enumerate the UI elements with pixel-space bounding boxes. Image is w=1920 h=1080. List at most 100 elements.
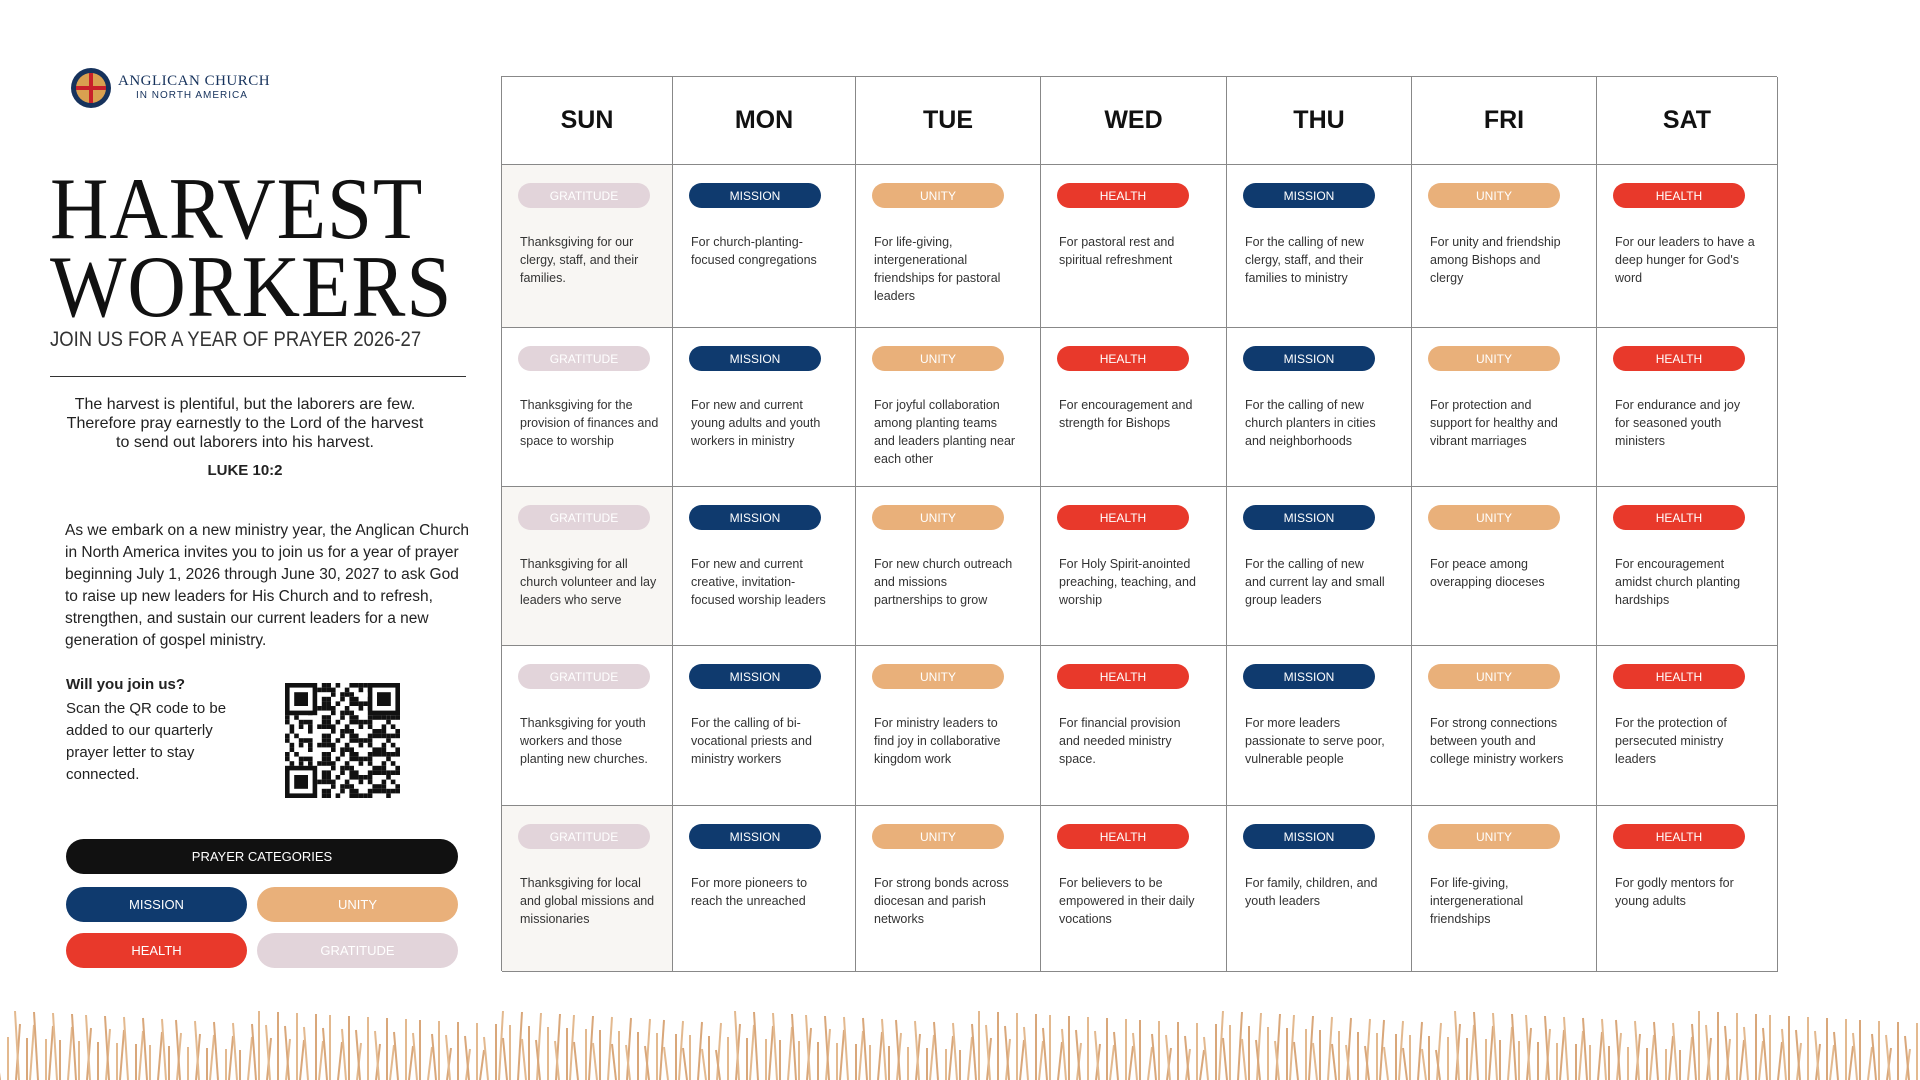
qr-module [354,793,359,798]
qr-module [372,770,377,775]
day-cell: GRATITUDE Thanksgiving for our clergy, st… [502,165,673,328]
day-cell: GRATITUDE Thanksgiving for youth workers … [502,646,673,806]
day-cell: HEALTH For our leaders to have a deep hun… [1597,165,1778,328]
prayer-text: For more leaders passionate to serve poo… [1245,716,1385,766]
qr-module [289,729,295,734]
wheat-stalk [1132,1032,1138,1080]
qr-module [326,719,331,725]
qr-module [344,784,350,789]
wheat-stalk [569,1014,575,1080]
wheat-stalk [1739,1039,1745,1080]
qr-module [349,719,354,725]
qr-module [367,793,373,798]
qr-module [285,738,290,743]
qr-module [321,715,327,720]
day-cell: UNITY For unity and friendship among Bish… [1412,165,1597,328]
wheat-stalk [1061,1028,1067,1080]
wheat-stalk [1601,1018,1607,1080]
wheat-stalk [682,1047,688,1080]
qr-module [298,738,304,743]
qr-module [331,724,336,729]
wheat-stalk [1829,1044,1835,1080]
qr-module [321,761,327,766]
qr-module [367,742,373,748]
wheat-stalk [303,1026,309,1080]
qr-module [317,742,322,748]
prayer-text: For encouragement amidst church planting… [1615,557,1741,607]
qr-module [326,793,331,798]
qr-module [326,696,331,702]
qr-module [358,756,364,762]
category-tag: UNITY [1428,664,1560,689]
join-heading: Will you join us? [66,676,186,693]
wheat-stalk [1511,1013,1517,1080]
qr-module [303,756,308,762]
qr-module [390,770,396,775]
legend-pill: MISSION [66,887,247,922]
scripture: The harvest is plentiful, but the labore… [66,396,424,451]
prayer-text: For life-giving, intergenerational frien… [1430,876,1524,926]
qr-module [331,761,336,766]
wheat-stalk [734,1010,740,1080]
wheat-stalk [1255,1039,1261,1080]
wheat-stalk [1383,1046,1389,1080]
qr-module [367,733,373,739]
wheat-stalk [1346,1017,1352,1080]
wheat-stalk [1559,1029,1565,1080]
subtitle: JOIN US FOR A YEAR OF PRAYER 2026-27 [50,328,422,351]
prayer-text: For financial provision and needed minis… [1059,716,1181,766]
prayer-text: For joyful collaboration among planting … [874,398,1016,466]
prayer-text: Thanksgiving for the provision of financ… [520,398,659,448]
wheat-stalk [791,1013,797,1080]
wheat-stalk [138,1030,144,1080]
qr-module [367,761,373,766]
wheat-stalk [535,1039,541,1080]
qr-module [326,687,331,693]
qr-module [349,747,354,752]
wheat-stalk [337,1041,343,1080]
wheat-stalk [858,1030,864,1080]
qr-module [344,724,350,729]
qr-module [367,724,373,729]
qr-module [381,729,387,734]
join-text: Scan the QR code to be added to our quar… [66,700,227,783]
qr-module [340,733,345,739]
qr-module [390,788,396,794]
wheat-stalk [427,1046,433,1080]
wheat-stalk [1379,1019,1385,1080]
qr-module [349,765,354,771]
qr-code[interactable] [285,683,400,798]
wheat-stalk [389,1044,395,1080]
qr-module [340,692,345,697]
qr-module [294,692,308,706]
category-tag: MISSION [1243,664,1375,689]
category-tag: HEALTH [1613,824,1745,849]
wheat-stalk [554,1040,560,1080]
qr-module [381,724,387,729]
wheat-stalk [1019,1039,1025,1080]
wheat-stalk [1203,1036,1209,1080]
qr-module [367,788,373,794]
qr-module [349,733,354,739]
qr-module [298,761,304,766]
category-tag: UNITY [1428,346,1560,371]
qr-module [308,738,313,743]
qr-module [349,729,354,734]
qr-module [340,788,345,794]
wheat-stalk [805,1014,811,1080]
qr-module [326,788,331,794]
qr-module [358,719,364,725]
qr-module [321,719,327,725]
qr-module [386,770,391,775]
qr-module [372,715,377,720]
qr-module [326,733,331,739]
qr-module [390,761,396,766]
qr-module [317,706,322,711]
wheat-stalk [592,1042,598,1080]
qr-module [395,729,400,734]
qr-module [340,710,345,716]
legend-pill: UNITY [257,887,458,922]
day-cell: UNITY For new church outreach and mission… [856,487,1041,646]
qr-module [326,775,331,780]
day-header: SUN [502,77,673,165]
